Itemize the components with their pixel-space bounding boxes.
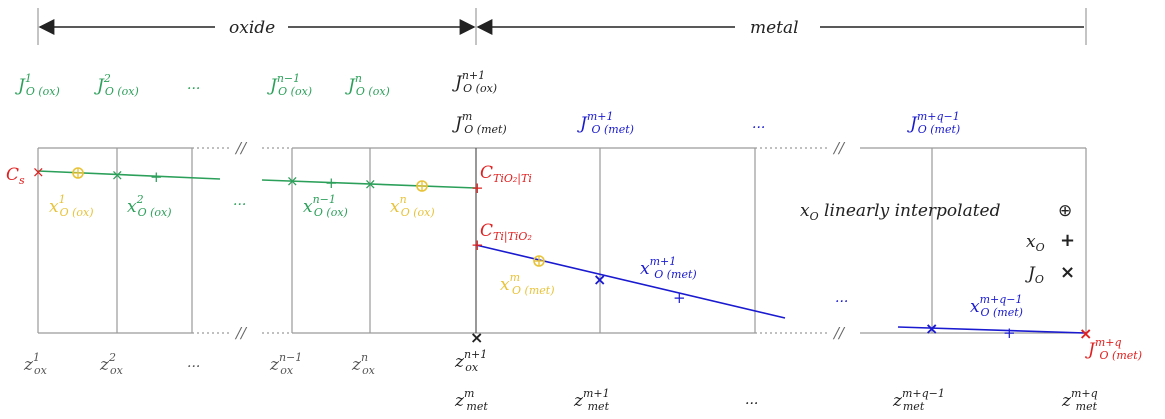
region-dimension-lines: oxide metal bbox=[37, 8, 1087, 45]
xn-ox-label: xn O (ox) bbox=[390, 193, 435, 219]
flux-cross-end: × bbox=[1079, 324, 1092, 343]
flux-dots-2: ... bbox=[752, 116, 765, 132]
x-ox-dots: ... bbox=[233, 193, 246, 209]
xn1-ox-label: xn−1 O (ox) bbox=[303, 193, 348, 219]
inner-labels: Cs CTiO₂|Ti CTi|TiO₂ x1 O (ox) x2 O (ox) .… bbox=[6, 163, 1142, 362]
coord-z2: z2 ox bbox=[99, 351, 124, 377]
flux-cross-metq: × bbox=[925, 319, 938, 338]
metal-profile-line-1 bbox=[475, 244, 786, 319]
flux-cross-oxn: × bbox=[364, 175, 377, 193]
coord-interface-met: zm met bbox=[454, 387, 488, 413]
cell-grid bbox=[37, 147, 1087, 334]
flux-label-ox2: J2 O (ox) bbox=[94, 72, 139, 98]
oxide-label: oxide bbox=[229, 18, 275, 38]
flux-label-oxn: Jn O (ox) bbox=[345, 72, 390, 98]
oxide-profile bbox=[37, 170, 477, 189]
xq-met-label: xm+q−1 O (met) bbox=[970, 293, 1023, 319]
flux-label-interface-ox: Jn+1 O (ox) bbox=[452, 69, 497, 95]
legend-node-text: xO bbox=[1026, 232, 1045, 254]
legend-interp-text: xO linearly interpolated bbox=[800, 201, 1001, 223]
legend-flux-text: JO bbox=[1025, 264, 1044, 286]
coord-zn: zn ox bbox=[351, 351, 376, 377]
flux-cross-cs: × bbox=[32, 163, 45, 181]
marker-legend: xO linearly interpolated ⊕ xO + JO × bbox=[800, 201, 1075, 286]
node-plus-oxn1: + bbox=[325, 174, 338, 192]
coord-interface-ox: zn+1 ox bbox=[454, 348, 487, 374]
top-flux-labels: J1 O (ox) J2 O (ox) ... Jn−1 O (ox) Jn O (ox… bbox=[15, 69, 960, 136]
x-met-dots: ... bbox=[835, 290, 848, 306]
legend-interp-symbol: ⊕ bbox=[1058, 201, 1072, 221]
flux-cross-metm1: × bbox=[593, 270, 606, 289]
node-plus-tio2-ti: + bbox=[471, 179, 484, 197]
flux-cross-oxn1: × bbox=[286, 172, 299, 190]
legend-flux-symbol: × bbox=[1060, 262, 1075, 283]
node-plus-metm1: + bbox=[673, 289, 686, 307]
coord-dots-2: ... bbox=[745, 392, 758, 408]
node-plus-ti-tio2: + bbox=[471, 236, 484, 254]
jmq-met-label: Jm+q O (met) bbox=[1085, 336, 1142, 362]
flux-cross-interface: × bbox=[470, 328, 483, 347]
coord-zn1: zn−1 ox bbox=[269, 351, 302, 377]
oxide-profile-line-2 bbox=[261, 179, 477, 189]
break-mark-top-2: // bbox=[832, 139, 846, 157]
profile-markers: × × + × + × + + × + × + × × bbox=[32, 163, 1092, 347]
metal-label: metal bbox=[750, 18, 799, 38]
c-ti-tio2-label: CTi|TiO₂ bbox=[480, 221, 532, 244]
bottom-coordinates: z1 ox z2 ox ... zn−1 ox zn ox zn+1 ox zm met z… bbox=[23, 348, 1098, 413]
flux-cross-ox2: × bbox=[111, 166, 124, 184]
flux-label-ox1: J1 O (ox) bbox=[15, 72, 60, 98]
coord-dots-1: ... bbox=[187, 355, 200, 371]
x2-ox-label: x2 O (ox) bbox=[127, 193, 172, 219]
coord-z1: z1 ox bbox=[23, 351, 48, 377]
flux-dots-1: ... bbox=[187, 77, 200, 93]
flux-label-metq: Jm+q−1 O (met) bbox=[907, 110, 960, 136]
break-mark-bottom-1: // bbox=[234, 324, 248, 342]
metal-profile-line-2 bbox=[897, 326, 1087, 334]
flux-label-interface-met: Jm O (met) bbox=[452, 110, 507, 136]
oxide-profile-line-1 bbox=[37, 170, 221, 180]
cs-label: Cs bbox=[6, 165, 25, 187]
break-mark-bottom-2: // bbox=[832, 324, 846, 342]
coord-zq1: zm+q−1 met bbox=[892, 387, 945, 413]
flux-label-oxn1: Jn−1 O (ox) bbox=[267, 72, 312, 98]
xm-met-label: xm O (met) bbox=[500, 271, 555, 297]
node-plus-metq: + bbox=[1003, 324, 1016, 342]
xm1-met-label: xm+1 O (met) bbox=[640, 255, 697, 281]
axis-break-marks: // // // // bbox=[234, 139, 846, 342]
c-tio2-ti-label: CTiO₂|Ti bbox=[480, 163, 532, 186]
metal-profile bbox=[475, 244, 1087, 334]
legend-node-symbol: + bbox=[1060, 230, 1075, 251]
x1-ox-label: x1 O (ox) bbox=[49, 193, 94, 219]
break-mark-top-1: // bbox=[234, 139, 248, 157]
coord-zm1: zm+1 met bbox=[573, 387, 610, 413]
flux-label-metm1: Jm+1 O (met) bbox=[577, 110, 634, 136]
coord-zq: zm+q met bbox=[1061, 387, 1098, 413]
node-plus-ox2: + bbox=[150, 168, 163, 186]
